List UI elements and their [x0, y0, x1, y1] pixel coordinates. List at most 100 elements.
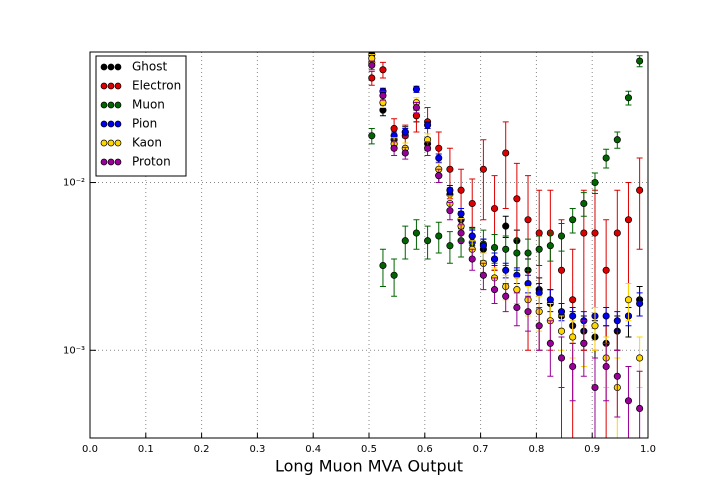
legend-label: Muon — [132, 98, 165, 112]
data-point — [513, 286, 521, 294]
data-point — [424, 144, 432, 152]
data-point — [602, 312, 610, 320]
error-bar — [636, 157, 643, 250]
data-point — [613, 136, 621, 144]
data-point — [546, 296, 554, 304]
data-point — [502, 266, 510, 274]
data-point — [569, 312, 577, 320]
error-bar — [502, 121, 509, 210]
data-point — [602, 154, 610, 162]
data-point — [569, 216, 577, 224]
data-point — [457, 210, 465, 218]
data-point — [591, 322, 599, 330]
data-point — [479, 242, 487, 250]
ticks: 0.0 0.1 0.2 0.3 0.4 0.5 0.6 0.7 0.8 0.9 1.0 10⁻³ 10⁻… — [63, 178, 656, 455]
plot-area — [368, 52, 644, 438]
legend-marker — [114, 158, 122, 166]
data-point — [557, 327, 566, 335]
data-point — [502, 245, 510, 253]
data-point — [490, 255, 499, 263]
legend-marker — [100, 120, 108, 128]
data-point — [569, 296, 577, 304]
data-point — [490, 243, 499, 252]
data-point — [490, 204, 499, 213]
data-point — [379, 261, 387, 270]
x-tick-label: 0.1 — [138, 444, 154, 455]
data-point — [446, 242, 454, 250]
x-tick-label: 1.0 — [640, 444, 656, 455]
legend-label: Pion — [132, 117, 157, 131]
data-point — [580, 199, 588, 208]
legend-marker — [107, 82, 115, 90]
legend-marker — [114, 120, 122, 128]
data-point — [624, 397, 633, 405]
legend-box — [95, 55, 187, 177]
data-point — [401, 149, 409, 157]
data-point — [502, 292, 510, 300]
data-point — [624, 94, 633, 102]
data-point — [636, 354, 644, 362]
data-point — [435, 232, 443, 240]
data-point — [479, 165, 487, 173]
data-point — [524, 249, 532, 257]
error-bar — [558, 336, 565, 389]
data-point — [557, 232, 566, 240]
data-point — [446, 207, 454, 215]
data-point — [535, 245, 543, 253]
data-point — [412, 85, 420, 93]
data-point — [435, 154, 443, 162]
data-point — [613, 317, 621, 325]
data-point — [390, 271, 398, 279]
data-point — [435, 144, 443, 152]
data-point — [535, 229, 543, 237]
legend-marker — [100, 63, 108, 71]
data-point — [569, 333, 577, 341]
x-tick-label: 0.8 — [528, 444, 544, 455]
legend-label: Ghost — [132, 60, 167, 74]
x-tick-label: 0.4 — [305, 444, 321, 455]
data-point — [368, 61, 376, 69]
legend-marker — [114, 82, 122, 90]
legend-marker — [107, 120, 115, 128]
x-tick-label: 0.0 — [82, 444, 98, 455]
data-point — [379, 66, 387, 74]
data-point — [412, 229, 420, 237]
legend-label: Proton — [132, 155, 171, 169]
x-axis-label: Long Muon MVA Output — [275, 457, 463, 476]
data-point — [490, 286, 499, 294]
data-point — [446, 165, 454, 173]
legend-marker — [107, 158, 115, 166]
error-bar — [591, 357, 598, 438]
data-point — [468, 255, 476, 263]
y-tick-label: 10⁻² — [63, 178, 85, 189]
legend-marker — [100, 82, 108, 90]
data-point — [368, 74, 376, 82]
legend-label: Electron — [132, 79, 181, 93]
data-point — [424, 121, 432, 129]
legend-marker — [107, 139, 115, 147]
legend-marker — [100, 158, 108, 166]
data-point — [580, 339, 588, 347]
error-bar — [603, 342, 610, 402]
data-point — [412, 112, 420, 120]
error-bar — [603, 219, 610, 438]
error-bar — [547, 320, 554, 377]
data-point — [557, 266, 566, 274]
data-point — [390, 144, 398, 152]
legend-marker — [107, 101, 115, 109]
error-bar — [580, 320, 587, 377]
data-point — [546, 242, 554, 250]
data-point — [636, 57, 644, 65]
x-tick-label: 0.9 — [584, 444, 600, 455]
data-point — [513, 195, 521, 203]
data-point — [602, 362, 610, 371]
error-bar — [636, 370, 643, 438]
x-tick-label: 0.7 — [473, 444, 489, 455]
data-point — [390, 124, 398, 133]
data-point — [524, 279, 532, 288]
error-bar — [614, 349, 621, 418]
data-point — [468, 199, 476, 208]
data-point — [636, 404, 644, 413]
error-bar — [625, 366, 632, 438]
